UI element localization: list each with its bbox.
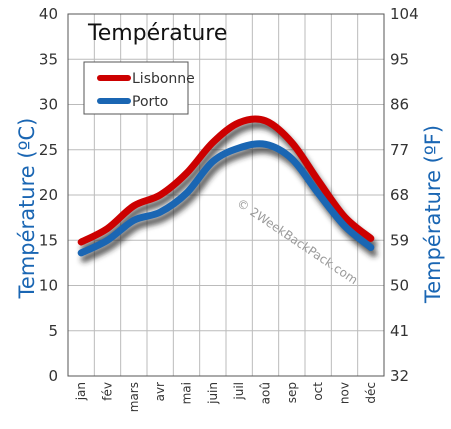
y-tick-right: 41 — [390, 322, 409, 340]
y-tick-right: 77 — [390, 141, 409, 159]
y-tick-left: 0 — [48, 367, 58, 385]
y-axis-right-ticks: 32 41 50 59 68 77 86 95 104 — [390, 5, 419, 385]
y-tick-left: 25 — [39, 141, 58, 159]
y-tick-right: 86 — [390, 96, 409, 114]
x-tick-label: nov — [338, 382, 352, 404]
y-tick-left: 30 — [39, 96, 58, 114]
x-tick-label: jan — [74, 382, 88, 401]
series-lines — [77, 115, 375, 257]
y-tick-left: 5 — [48, 322, 58, 340]
legend-label-porto: Porto — [132, 94, 168, 110]
y-tick-right: 104 — [390, 5, 419, 23]
y-tick-right: 95 — [390, 50, 409, 68]
x-tick-label: mars — [127, 382, 141, 412]
x-tick-label: juin — [206, 382, 220, 405]
y-axis-right-label: Température (ºF) — [421, 125, 445, 304]
x-tick-label: mai — [180, 382, 194, 404]
y-tick-right: 68 — [390, 186, 409, 204]
y-tick-right: 32 — [390, 367, 409, 385]
chart-title: Température — [87, 21, 227, 46]
plot-frame — [67, 13, 385, 377]
x-tick-label: aoû — [259, 382, 273, 404]
y-tick-left: 40 — [39, 5, 58, 23]
x-tick-label: déc — [364, 382, 378, 404]
x-axis-ticks: jan fév mars avr mai juin juil aoû sep oct nov déc — [74, 382, 378, 413]
legend: Lisbonne Porto — [83, 61, 195, 115]
y-tick-right: 50 — [390, 277, 409, 295]
legend-box — [83, 61, 189, 115]
y-tick-left: 20 — [39, 186, 58, 204]
series-line-porto — [77, 140, 375, 257]
legend-label-lisbonne: Lisbonne — [132, 71, 195, 87]
y-tick-left: 35 — [39, 50, 58, 68]
y-tick-right: 59 — [390, 231, 409, 249]
y-tick-left: 10 — [39, 277, 58, 295]
x-tick-label: fév — [101, 382, 115, 401]
y-tick-left: 15 — [39, 231, 58, 249]
x-tick-label: oct — [311, 382, 325, 401]
y-axis-left-ticks: 0 5 10 15 20 25 30 35 40 — [39, 5, 58, 385]
y-axis-left-label: Température (ºC) — [15, 118, 39, 300]
x-tick-label: juil — [232, 382, 246, 401]
series-line-lisbonne — [77, 115, 375, 246]
x-tick-label: avr — [153, 382, 167, 401]
x-tick-label: sep — [285, 382, 299, 403]
